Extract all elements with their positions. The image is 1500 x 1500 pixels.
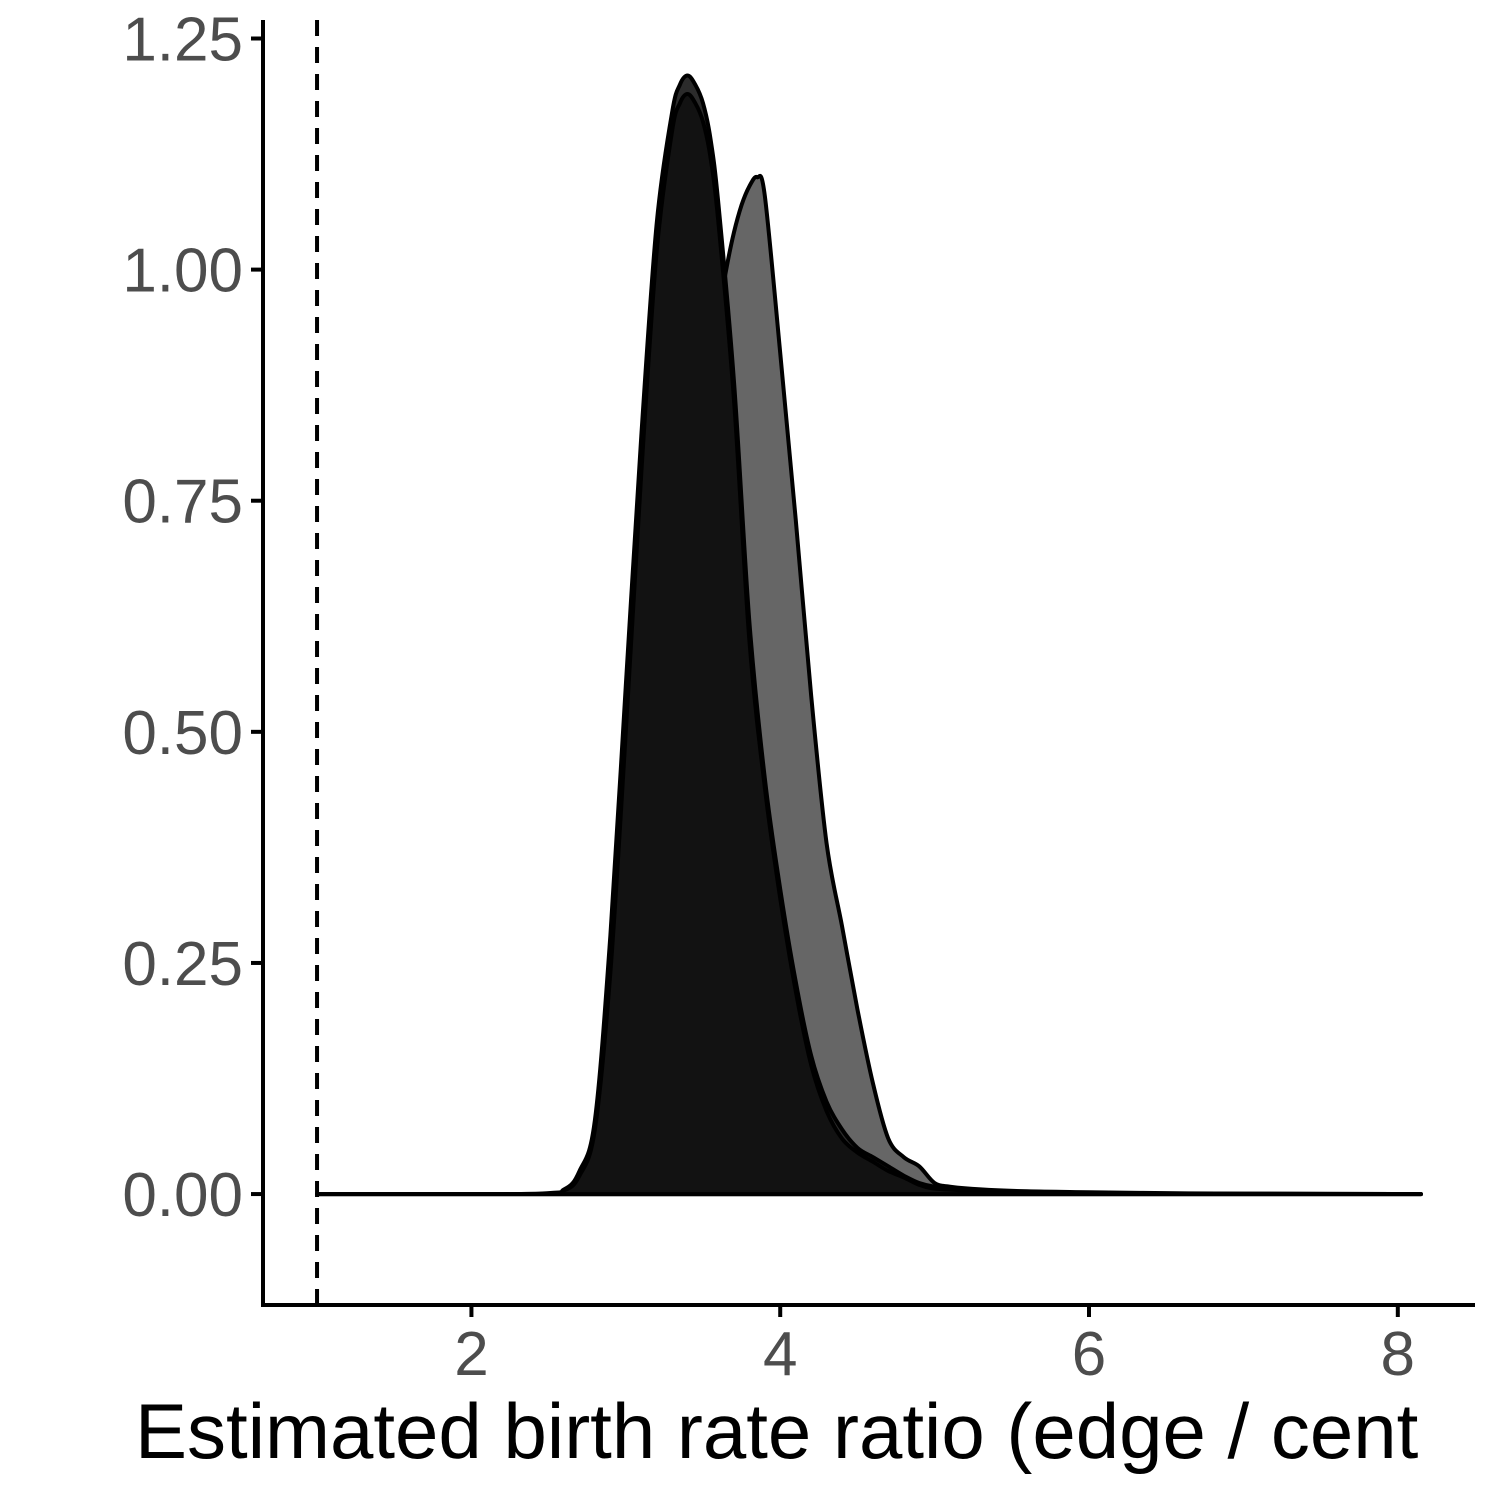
density-area-medium	[315, 73, 1423, 1197]
y-tick-label: 0.00	[122, 1161, 243, 1230]
x-tick-label: 8	[1381, 1320, 1415, 1389]
y-tick-label: 0.50	[122, 699, 243, 768]
density-area-light	[315, 173, 1423, 1197]
y-axis-ticks: 0.00 0.25 0.50 0.75 1.00 1.25	[122, 5, 263, 1230]
y-tick-label: 0.75	[122, 468, 243, 537]
x-axis-title: Estimated birth rate ratio (edge / cent	[135, 1387, 1419, 1475]
x-tick-label: 2	[454, 1320, 488, 1389]
y-tick-label: 1.25	[122, 5, 243, 74]
density-areas	[315, 73, 1423, 1197]
x-tick-label: 6	[1072, 1320, 1106, 1389]
density-area-dark	[315, 92, 1423, 1197]
x-axis-ticks: 2 4 6 8	[454, 1305, 1415, 1389]
y-tick-label: 1.00	[122, 237, 243, 306]
y-tick-label: 0.25	[122, 930, 243, 999]
x-tick-label: 4	[763, 1320, 797, 1389]
